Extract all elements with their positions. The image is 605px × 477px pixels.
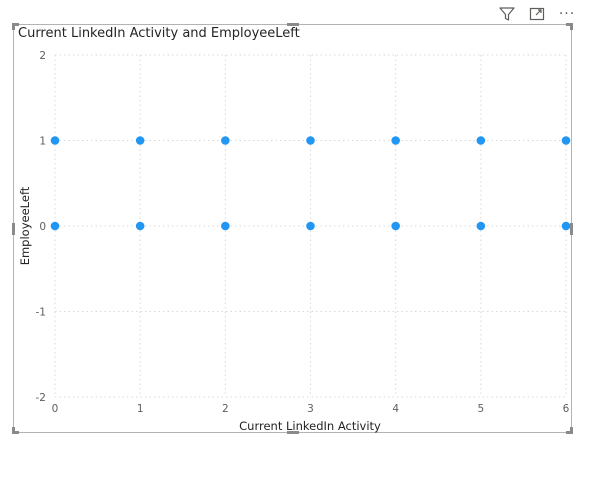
resize-handle-top-left-v[interactable]: [12, 23, 15, 30]
more-options-icon[interactable]: ···: [557, 4, 577, 24]
scatter-point[interactable]: [391, 136, 400, 145]
x-tick-label: 6: [563, 403, 570, 415]
resize-handle-left-mid[interactable]: [12, 223, 15, 235]
scatter-point[interactable]: [561, 221, 571, 231]
scatter-point[interactable]: [221, 136, 230, 145]
resize-handle-top-mid[interactable]: [287, 23, 299, 26]
scatter-point[interactable]: [306, 136, 315, 145]
scatter-point[interactable]: [135, 221, 145, 231]
focus-mode-icon[interactable]: [527, 4, 547, 24]
resize-handle-right-mid[interactable]: [570, 223, 573, 235]
scatter-point[interactable]: [391, 221, 400, 231]
x-tick-label: 3: [307, 403, 314, 415]
scatter-point[interactable]: [306, 221, 315, 231]
y-tick-label: 2: [39, 50, 46, 62]
x-tick-label: 5: [477, 403, 484, 415]
scatter-point[interactable]: [135, 136, 145, 145]
resize-handle-bottom-right-v[interactable]: [570, 427, 573, 434]
x-tick-label: 4: [392, 403, 399, 415]
scatter-point[interactable]: [561, 136, 571, 145]
x-tick-label: 0: [52, 403, 59, 415]
chart-title: Current LinkedIn Activity and EmployeeLe…: [18, 26, 300, 41]
scatter-point[interactable]: [50, 221, 60, 231]
visual-header-toolbar: ···: [497, 4, 577, 24]
scatter-point[interactable]: [221, 221, 230, 231]
x-axis-title: Current LinkedIn Activity: [239, 419, 381, 433]
y-tick-label: 0: [39, 221, 46, 233]
resize-handle-bottom-mid[interactable]: [287, 431, 299, 434]
resize-handle-top-right-v[interactable]: [570, 23, 573, 30]
resize-handle-bottom-left[interactable]: [12, 431, 19, 434]
y-tick-label: -2: [36, 392, 46, 404]
filter-icon[interactable]: [497, 4, 517, 24]
scatter-point[interactable]: [50, 136, 60, 145]
x-tick-label: 1: [137, 403, 144, 415]
x-tick-label: 2: [222, 403, 229, 415]
resize-handle-top-right[interactable]: [566, 23, 573, 26]
scatter-point[interactable]: [476, 136, 486, 145]
resize-handle-bottom-right[interactable]: [566, 431, 573, 434]
resize-handle-bottom-left-v[interactable]: [12, 427, 15, 434]
more-options-label: ···: [558, 6, 576, 22]
y-tick-label: 1: [39, 136, 46, 148]
scatter-point[interactable]: [476, 221, 486, 231]
y-axis-title: EmployeeLeft: [18, 186, 32, 265]
y-tick-label: -1: [36, 307, 46, 319]
resize-handle-top-left[interactable]: [12, 23, 19, 26]
